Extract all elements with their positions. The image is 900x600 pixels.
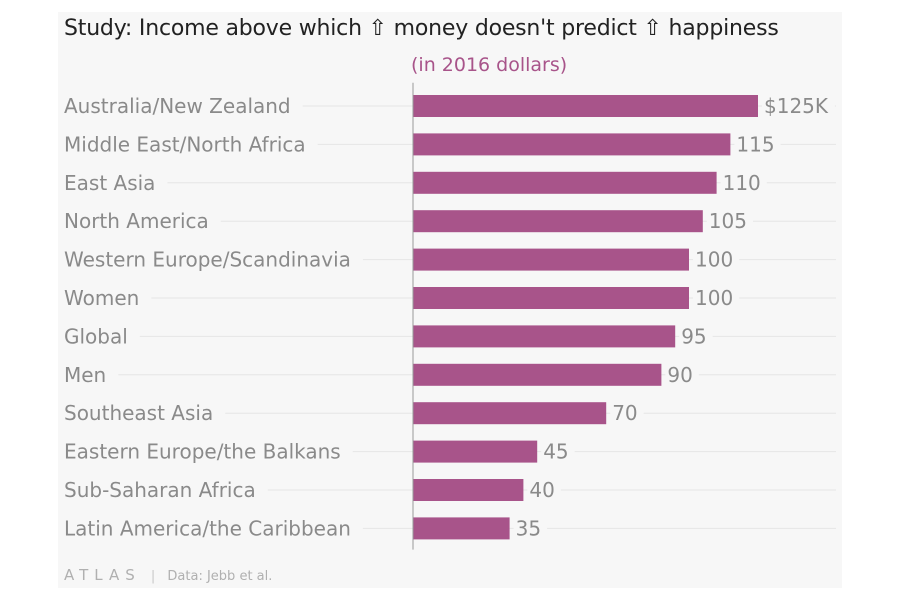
value-label: 70 [612, 401, 637, 425]
value-label-background [610, 407, 644, 420]
atlas-logo: ATLAS [64, 566, 141, 584]
bar [413, 133, 731, 156]
bar [413, 440, 538, 463]
label-background [62, 100, 303, 112]
value-label: 40 [529, 478, 554, 502]
value-label: 35 [516, 516, 541, 540]
label-background [62, 368, 119, 381]
value-label: 110 [723, 171, 761, 195]
value-label-background [541, 445, 575, 458]
bar [413, 95, 758, 117]
bar [413, 363, 662, 386]
category-label: Global [64, 324, 128, 348]
label-background [62, 176, 168, 189]
bar [413, 479, 524, 501]
value-label: 45 [543, 440, 568, 464]
label-background [62, 522, 363, 535]
category-label: Western Europe/Scandinavia [64, 248, 351, 272]
value-label-background [679, 330, 713, 343]
label-background [62, 138, 318, 151]
value-label-background [527, 484, 561, 496]
category-label: Men [64, 363, 106, 387]
category-label: Eastern Europe/the Balkans [64, 440, 341, 464]
value-label-background [693, 292, 740, 304]
category-label: Sub-Saharan Africa [64, 478, 256, 502]
value-label: 100 [695, 248, 733, 272]
footer-separator: | [150, 569, 156, 584]
label-background [62, 253, 363, 266]
value-label: 105 [709, 209, 747, 233]
bar [413, 325, 676, 348]
value-label-background [665, 368, 699, 381]
category-label: Women [64, 286, 139, 310]
category-label: Latin America/the Caribbean [64, 516, 351, 540]
value-label: $125K [764, 94, 829, 118]
value-label-background [762, 100, 835, 112]
value-label: 95 [681, 324, 706, 348]
data-source: Data: Jebb et al. [167, 569, 273, 584]
bar [413, 210, 703, 233]
value-label-background [734, 138, 781, 151]
category-label: Middle East/North Africa [64, 132, 306, 156]
bar [413, 171, 717, 194]
chart-subtitle: (in 2016 dollars) [411, 54, 568, 76]
bar [413, 517, 510, 540]
value-label: 115 [736, 132, 774, 156]
chart-footer: ATLAS | Data: Jebb et al. [64, 566, 272, 584]
value-label-background [706, 215, 753, 228]
category-label: Southeast Asia [64, 401, 213, 425]
label-background [62, 330, 140, 343]
value-label: 100 [695, 286, 733, 310]
label-background [62, 407, 226, 420]
category-label: Australia/New Zealand [64, 94, 291, 118]
bar [413, 287, 689, 309]
value-label: 90 [667, 363, 692, 387]
label-background [62, 215, 221, 228]
category-label: East Asia [64, 171, 155, 195]
bar [413, 248, 689, 271]
chart-title: Study: Income above which ⇧ money doesn'… [64, 16, 779, 41]
label-background [62, 445, 353, 458]
value-label-background [720, 176, 767, 189]
bar [413, 402, 607, 425]
label-background [62, 292, 152, 304]
label-background [62, 484, 268, 496]
value-label-background [693, 253, 740, 266]
value-label-background [513, 522, 548, 535]
category-label: North America [64, 209, 209, 233]
